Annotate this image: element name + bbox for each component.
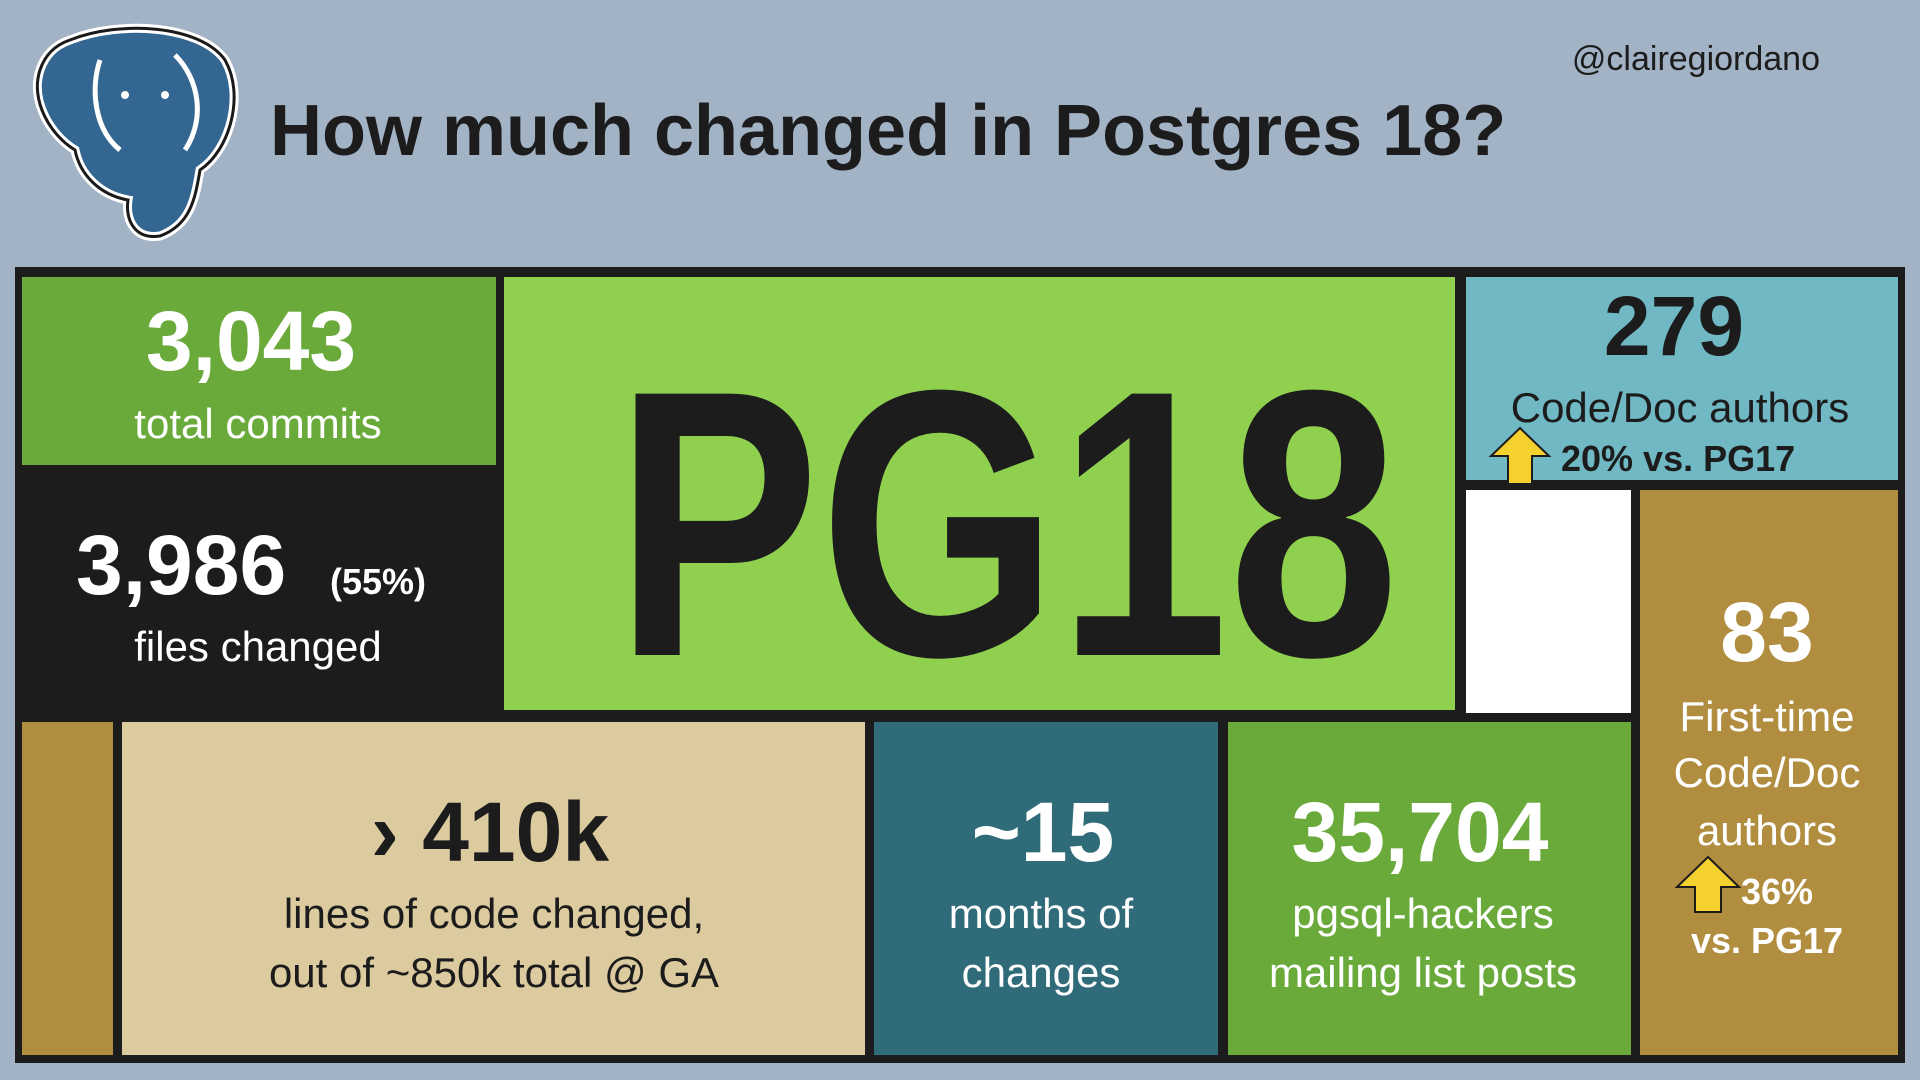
posts-label: pgsql-hackers (1292, 890, 1553, 937)
first-time-label: First-time (1680, 693, 1855, 740)
title: How much changed in Postgres 18? (270, 91, 1506, 171)
first-time-change: 36% (1741, 871, 1813, 912)
months-tile (874, 722, 1218, 1055)
center-label: PG18 (615, 311, 1399, 736)
first-time-label: authors (1697, 807, 1837, 854)
months-value: ~15 (972, 785, 1115, 879)
lines-value: › 410k (371, 785, 609, 879)
strip-tile (22, 722, 113, 1055)
commits-label: total commits (134, 400, 381, 447)
blank-tile (1466, 490, 1631, 713)
logo (32, 23, 239, 241)
up-arrow (1488, 426, 1552, 485)
months-label: changes (962, 949, 1121, 996)
commits-value: 3,043 (146, 294, 356, 388)
files-label: files changed (134, 623, 382, 670)
lines-label: out of ~850k total @ GA (269, 949, 719, 996)
center-tile (504, 277, 1455, 710)
handle: @clairegiordano (1572, 40, 1820, 78)
first-time-label: Code/Doc (1674, 749, 1861, 796)
posts-tile (1228, 722, 1631, 1055)
authors-value: 279 (1604, 279, 1744, 373)
authors-label: Code/Doc authors (1511, 384, 1850, 431)
files-value: 3,986 (76, 518, 286, 612)
up-arrow (1674, 855, 1742, 913)
commits-tile (22, 277, 496, 465)
authors-change: 20% vs. PG17 (1561, 438, 1795, 479)
lines-label: lines of code changed, (284, 890, 704, 937)
first-time-value: 83 (1720, 585, 1813, 679)
posts-label: mailing list posts (1269, 949, 1577, 996)
months-label: months of (949, 890, 1134, 937)
files-note: (55%) (330, 561, 426, 602)
lines-tile (122, 722, 865, 1055)
first-time-change: vs. PG17 (1691, 920, 1843, 961)
posts-value: 35,704 (1292, 785, 1549, 879)
first-time-tile (1640, 490, 1898, 1055)
